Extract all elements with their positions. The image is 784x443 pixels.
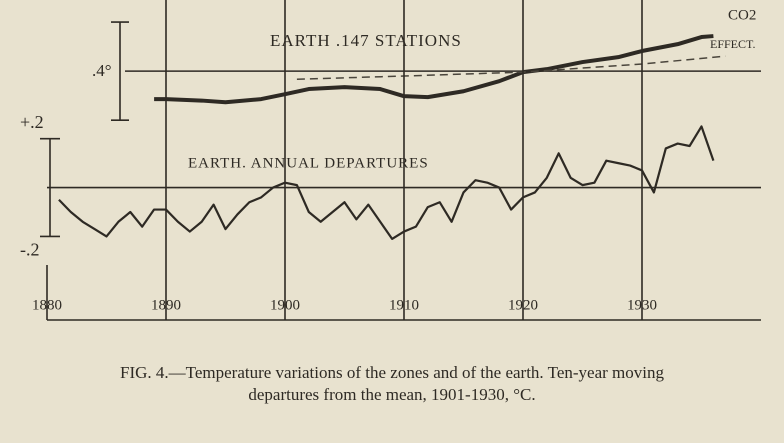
- x-tick-label: 1900: [270, 297, 300, 313]
- annotation: CO2: [728, 7, 756, 23]
- y-tick-label: +.2: [20, 112, 44, 132]
- chart-title: EARTH. ANNUAL DEPARTURES: [188, 155, 429, 171]
- y-tick-label: -.2: [20, 240, 40, 260]
- x-tick-label: 1910: [389, 297, 419, 313]
- x-tick-label: 1920: [508, 297, 538, 313]
- chart-title: EARTH .147 STATIONS: [270, 31, 462, 50]
- x-tick-label: 1930: [627, 297, 657, 313]
- scale-label: .4°: [92, 61, 112, 80]
- caption: departures from the mean, 1901-1930, °C.: [248, 385, 535, 404]
- caption: FIG. 4.—Temperature variations of the zo…: [120, 363, 664, 382]
- x-tick-label: 1890: [151, 297, 181, 313]
- data-line: [58, 125, 715, 240]
- x-tick-label: 1880: [32, 297, 62, 313]
- data-line: [154, 34, 714, 105]
- annotation: EFFECT.: [710, 37, 755, 51]
